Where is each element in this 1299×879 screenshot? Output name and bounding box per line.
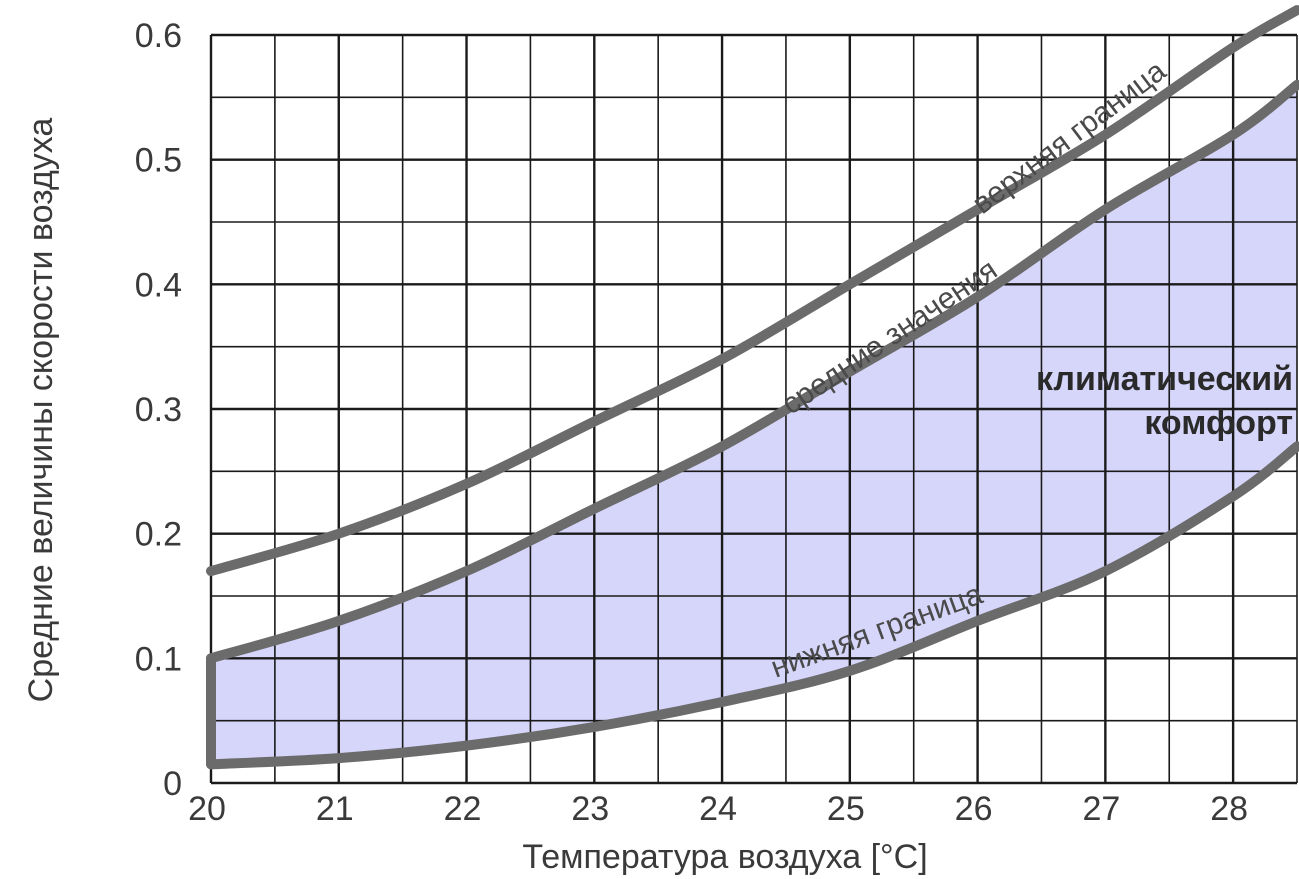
y-axis-title: Средние величины скорости воздуха <box>22 118 60 703</box>
comfort-zone-label-line1: климатический <box>1036 360 1293 398</box>
series-line-2 <box>206 441 1299 770</box>
y-tick-label: 0.1 <box>135 640 182 678</box>
x-tick-label: 25 <box>827 790 865 828</box>
y-tick-label: 0.3 <box>135 391 182 429</box>
y-tick-label: 0.2 <box>135 516 182 554</box>
y-tick-label: 0 <box>163 765 182 803</box>
x-axis-title: Температура воздуха [°С] <box>522 838 927 876</box>
series-line-0 <box>206 5 1299 577</box>
curves <box>206 5 1299 770</box>
x-tick-label: 22 <box>444 790 482 828</box>
x-tick-label: 24 <box>699 790 737 828</box>
y-tick-label: 0.4 <box>135 266 182 304</box>
comfort-zone-fill <box>211 84 1297 765</box>
series-line-1 <box>206 79 1299 664</box>
x-tick-label: 26 <box>955 790 993 828</box>
x-tick-label: 27 <box>1082 790 1120 828</box>
y-tick-label: 0.5 <box>135 142 182 180</box>
comfort-zone-area <box>211 84 1297 765</box>
x-tick-label: 23 <box>571 790 609 828</box>
x-tick-label: 21 <box>316 790 354 828</box>
x-tick-label: 20 <box>188 790 226 828</box>
grid <box>209 33 1298 785</box>
comfort-zone-label-line2: комфорт <box>1144 404 1293 442</box>
y-tick-label: 0.6 <box>135 17 182 55</box>
x-tick-label: 28 <box>1210 790 1248 828</box>
